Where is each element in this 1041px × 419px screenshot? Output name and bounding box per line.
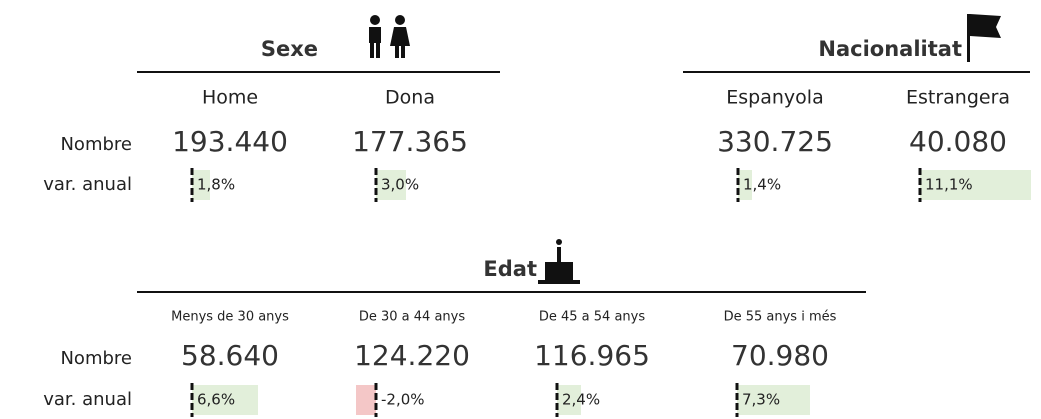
count-value: 70.980 [731, 339, 829, 372]
column-header: Estrangera [906, 87, 1010, 109]
var-bar [557, 385, 581, 415]
count-value: 116.965 [534, 339, 650, 372]
count-value: 177.365 [352, 125, 468, 158]
icon-people [369, 15, 410, 58]
section-title: Edat [483, 257, 537, 281]
column-header: De 45 a 54 anys [539, 310, 645, 325]
var-label: 6,6% [197, 391, 235, 409]
row-label: var. anual [43, 389, 132, 410]
var-bar [376, 170, 406, 200]
column-header: Espanyola [726, 87, 823, 109]
row-label: Nombre [60, 134, 132, 155]
section-title: Nacionalitat [818, 37, 962, 61]
var-label: 1,4% [743, 176, 781, 194]
column-header: De 55 anys i més [724, 310, 837, 325]
column-header: De 30 a 44 anys [359, 310, 465, 325]
var-bar [192, 385, 258, 415]
column-header: Dona [385, 87, 435, 109]
var-bar [737, 385, 810, 415]
count-value: 193.440 [172, 125, 288, 158]
var-label: 11,1% [925, 176, 973, 194]
icon-flag [967, 14, 1001, 62]
column-header: Menys de 30 anys [171, 310, 289, 325]
var-bar [192, 170, 210, 200]
icon-cake [538, 239, 580, 284]
section-title: Sexe [261, 37, 318, 61]
var-bar [738, 170, 752, 200]
var-bar [920, 170, 1031, 200]
column-header: Home [202, 87, 258, 109]
count-value: 124.220 [354, 339, 470, 372]
row-label: var. anual [43, 174, 132, 195]
var-label: 7,3% [742, 391, 780, 409]
count-value: 40.080 [909, 125, 1007, 158]
count-value: 58.640 [181, 339, 279, 372]
var-label: -2,0% [381, 391, 425, 409]
var-label: 3,0% [381, 176, 419, 194]
var-label: 2,4% [562, 391, 600, 409]
count-value: 330.725 [717, 125, 833, 158]
var-bar [356, 385, 376, 415]
row-label: Nombre [60, 348, 132, 369]
var-label: 1,8% [197, 176, 235, 194]
